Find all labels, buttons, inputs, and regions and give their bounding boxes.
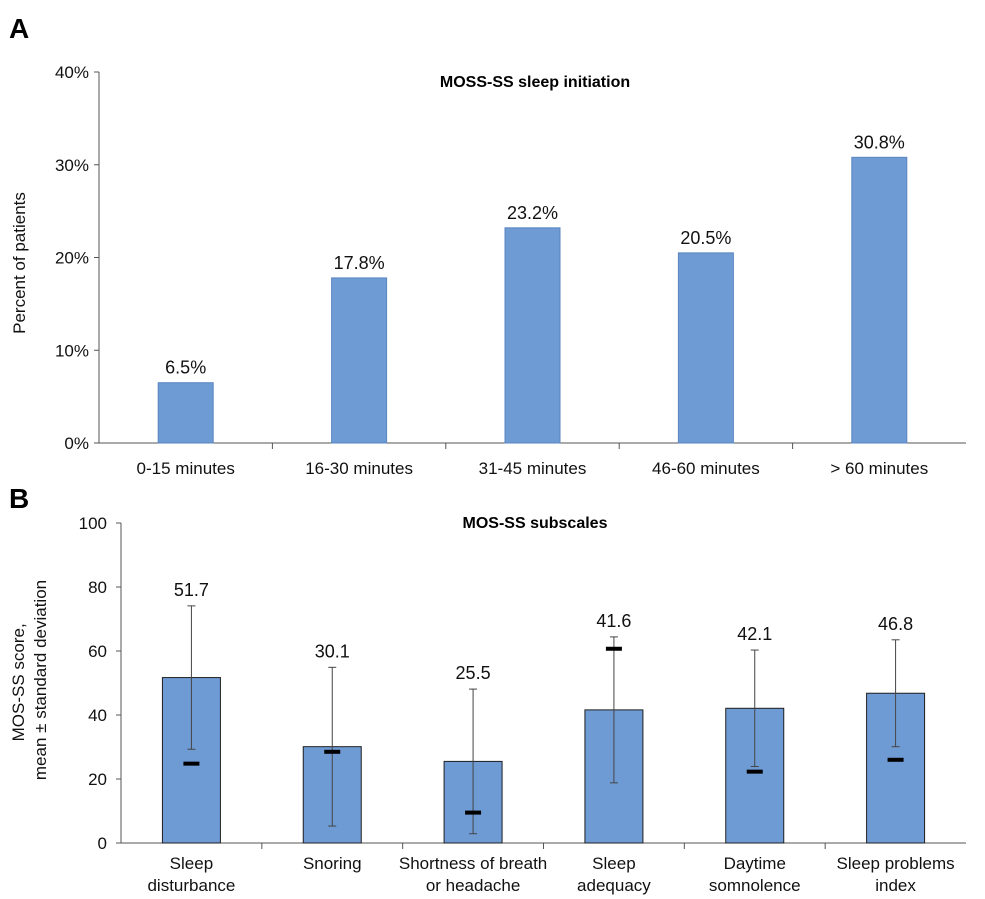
panel-b-y-tick-label: 0	[98, 834, 107, 853]
panel-b-data-label: 42.1	[737, 624, 772, 644]
panel-b-category-label-line: disturbance	[147, 876, 235, 895]
panel-a-y-tick-label: 0%	[64, 434, 89, 453]
panel-a-data-label: 30.8%	[854, 132, 905, 152]
panel-b-category-label: Sleep disturbance	[147, 854, 235, 895]
panel-a-bar	[504, 227, 561, 444]
panel-b-category-label-line: Sleep problems	[837, 854, 955, 873]
panel-b-y-axis-label: MOS-SS score, mean ± standard deviation	[9, 580, 50, 780]
panel-a-data-label: 17.8%	[334, 253, 385, 273]
panel-b-y-tick-label: 40	[88, 706, 107, 725]
panel-b-marker	[746, 769, 763, 774]
panel-b-marker	[605, 646, 622, 651]
panel-b-data-labels: 51.7 30.1 25.5 41.6 42.1 46.8	[174, 580, 913, 683]
panel-a-y-tick-label: 20%	[55, 249, 89, 268]
panel-b-category-labels: Sleep disturbance Snoring Shortness of brea…	[147, 843, 955, 895]
panel-b-category-label: Snoring	[303, 854, 362, 873]
panel-a-bar	[677, 252, 734, 444]
panel-a-data-label: 6.5%	[165, 358, 206, 378]
panel-a-chart: A MOSS-SS sleep initiation Percent of pa…	[9, 13, 966, 478]
panel-b-category-label: Sleep problems index	[837, 854, 955, 895]
panel-a-data-label: 23.2%	[507, 203, 558, 223]
panel-a-y-axis-label: Percent of patients	[10, 192, 29, 334]
panel-a-category-label: 16-30 minutes	[305, 459, 413, 478]
panel-b-category-label: Shortness of breath or headache	[399, 854, 547, 895]
panel-b-data-label: 30.1	[315, 641, 350, 661]
panel-b-error-bars	[187, 605, 900, 835]
panel-a-category-label: 0-15 minutes	[137, 459, 235, 478]
panel-b-data-label: 41.6	[596, 611, 631, 631]
panel-b-category-label-line: or headache	[426, 876, 521, 895]
panel-b-marker	[183, 761, 200, 766]
panel-b-marker	[465, 810, 482, 815]
panel-b-y-tick-label: 60	[88, 642, 107, 661]
panel-b-y-axis-label-line-2: mean ± standard deviation	[31, 580, 50, 780]
panel-b-chart: B MOS-SS subscales MOS-SS score, mean ± …	[9, 483, 966, 895]
panel-b-category-label-line: Shortness of breath	[399, 854, 547, 873]
panel-b-category-label-line: Sleep	[170, 854, 213, 873]
panel-a-bar	[157, 382, 214, 444]
panel-b-category-label-line: Daytime	[724, 854, 786, 873]
panel-b-category-label-line: somnolence	[709, 876, 801, 895]
panel-b-category-label-line: adequacy	[577, 876, 651, 895]
panel-b-category-label: Daytime somnolence	[709, 854, 801, 895]
panel-a-category-label: > 60 minutes	[830, 459, 928, 478]
panel-a-y-tick-label: 40%	[55, 63, 89, 82]
panel-a-bars	[157, 156, 908, 444]
panel-b-category-label-line: Sleep	[592, 854, 635, 873]
panel-b-letter: B	[9, 483, 29, 514]
panel-b-category-label: Sleep adequacy	[577, 854, 651, 895]
panel-a-title: MOSS-SS sleep initiation	[440, 74, 630, 91]
panel-a-y-tick-label: 10%	[55, 341, 89, 360]
panel-b-y-tick-label: 100	[79, 514, 107, 533]
panel-a-y-ticks: 0% 10% 20% 30% 40%	[55, 63, 99, 453]
panel-a-category-labels: 0-15 minutes 16-30 minutes 31-45 minutes 46…	[137, 443, 928, 478]
panel-b-data-label: 46.8	[878, 614, 913, 634]
panel-a-data-labels: 6.5% 17.8% 23.2% 20.5% 30.8%	[165, 132, 905, 377]
panel-b-category-label-line: index	[875, 876, 916, 895]
panel-b-y-ticks: 0 20 40 60 80 100	[79, 514, 121, 853]
panel-b-y-tick-label: 80	[88, 578, 107, 597]
panel-b-marker	[324, 749, 341, 754]
panel-a-letter: A	[9, 13, 29, 44]
panel-b-y-tick-label: 20	[88, 770, 107, 789]
panel-a-category-label: 46-60 minutes	[652, 459, 760, 478]
panel-b-markers	[183, 646, 904, 815]
panel-b-marker	[887, 757, 904, 762]
panel-b-title: MOS-SS subscales	[463, 515, 608, 532]
panel-a-bar	[851, 156, 908, 444]
panel-a-category-label: 31-45 minutes	[479, 459, 587, 478]
panel-a-bar	[331, 277, 388, 444]
panel-b-data-label: 51.7	[174, 580, 209, 600]
panel-b-data-label: 25.5	[456, 663, 491, 683]
panel-a-y-tick-label: 30%	[55, 156, 89, 175]
panel-a-data-label: 20.5%	[680, 228, 731, 248]
panel-b-bars	[161, 677, 926, 844]
panel-b-category-label-line: Snoring	[303, 854, 362, 873]
panel-b-y-axis-label-line-1: MOS-SS score,	[9, 623, 28, 741]
